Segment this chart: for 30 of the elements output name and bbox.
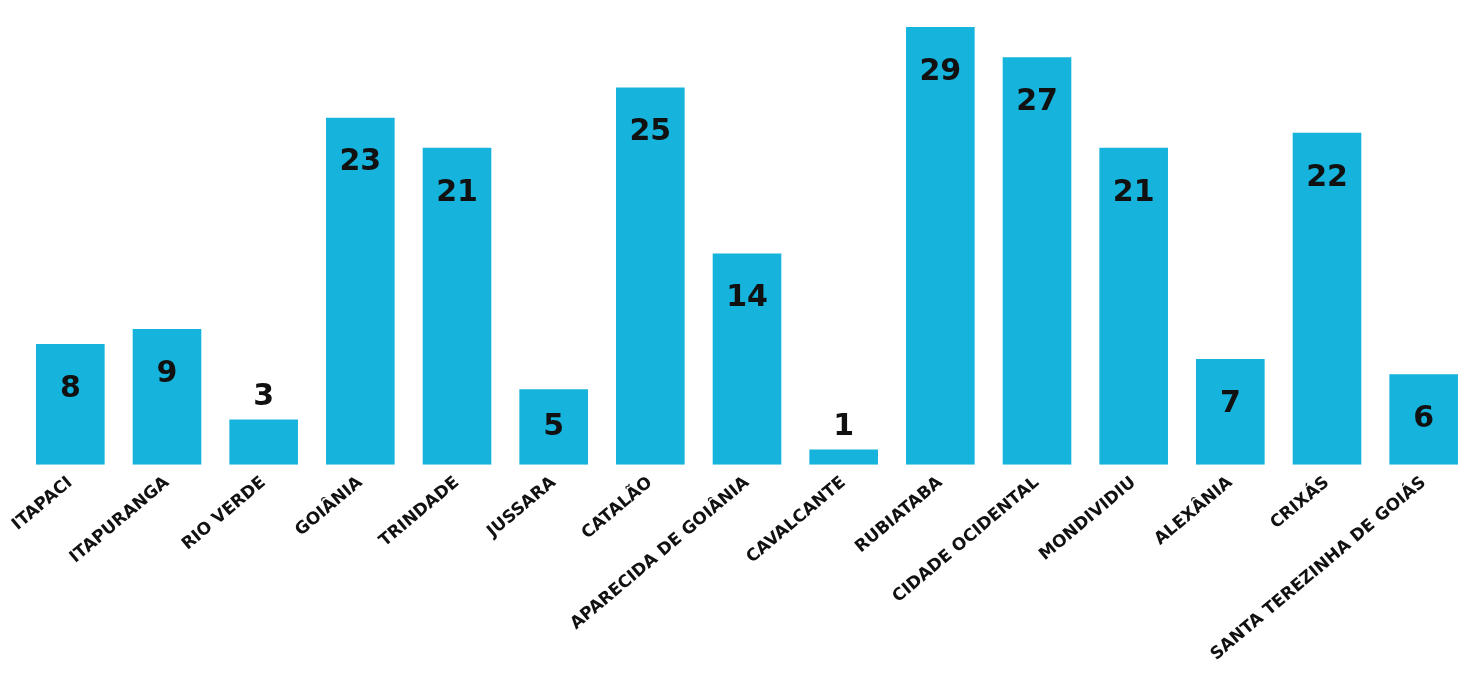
bar (422, 147, 492, 465)
data-label: 23 (339, 142, 382, 178)
bar (616, 87, 685, 465)
data-label: 3 (253, 377, 275, 413)
bar (1099, 147, 1168, 465)
bar (1292, 132, 1362, 465)
data-label: 21 (436, 172, 478, 208)
data-label: 14 (726, 278, 768, 314)
data-label: 1 (833, 407, 855, 443)
data-label: 29 (919, 51, 962, 87)
bar (132, 328, 202, 465)
data-label: 27 (1016, 82, 1058, 118)
bar (1002, 57, 1072, 465)
bar (712, 253, 782, 465)
data-label: 25 (629, 112, 672, 148)
data-label: 9 (156, 353, 178, 389)
bar (1196, 359, 1265, 465)
data-label: 21 (1112, 172, 1155, 208)
bar (1389, 374, 1458, 465)
data-label: 8 (59, 368, 81, 404)
bar (326, 117, 395, 465)
data-label: 6 (1413, 398, 1435, 434)
bar (519, 389, 588, 465)
bar (36, 343, 105, 465)
bar (809, 449, 878, 465)
bar (906, 27, 975, 465)
data-label: 7 (1219, 383, 1241, 419)
data-label: 5 (543, 406, 565, 442)
bar (229, 419, 298, 465)
data-label: 22 (1306, 157, 1348, 193)
